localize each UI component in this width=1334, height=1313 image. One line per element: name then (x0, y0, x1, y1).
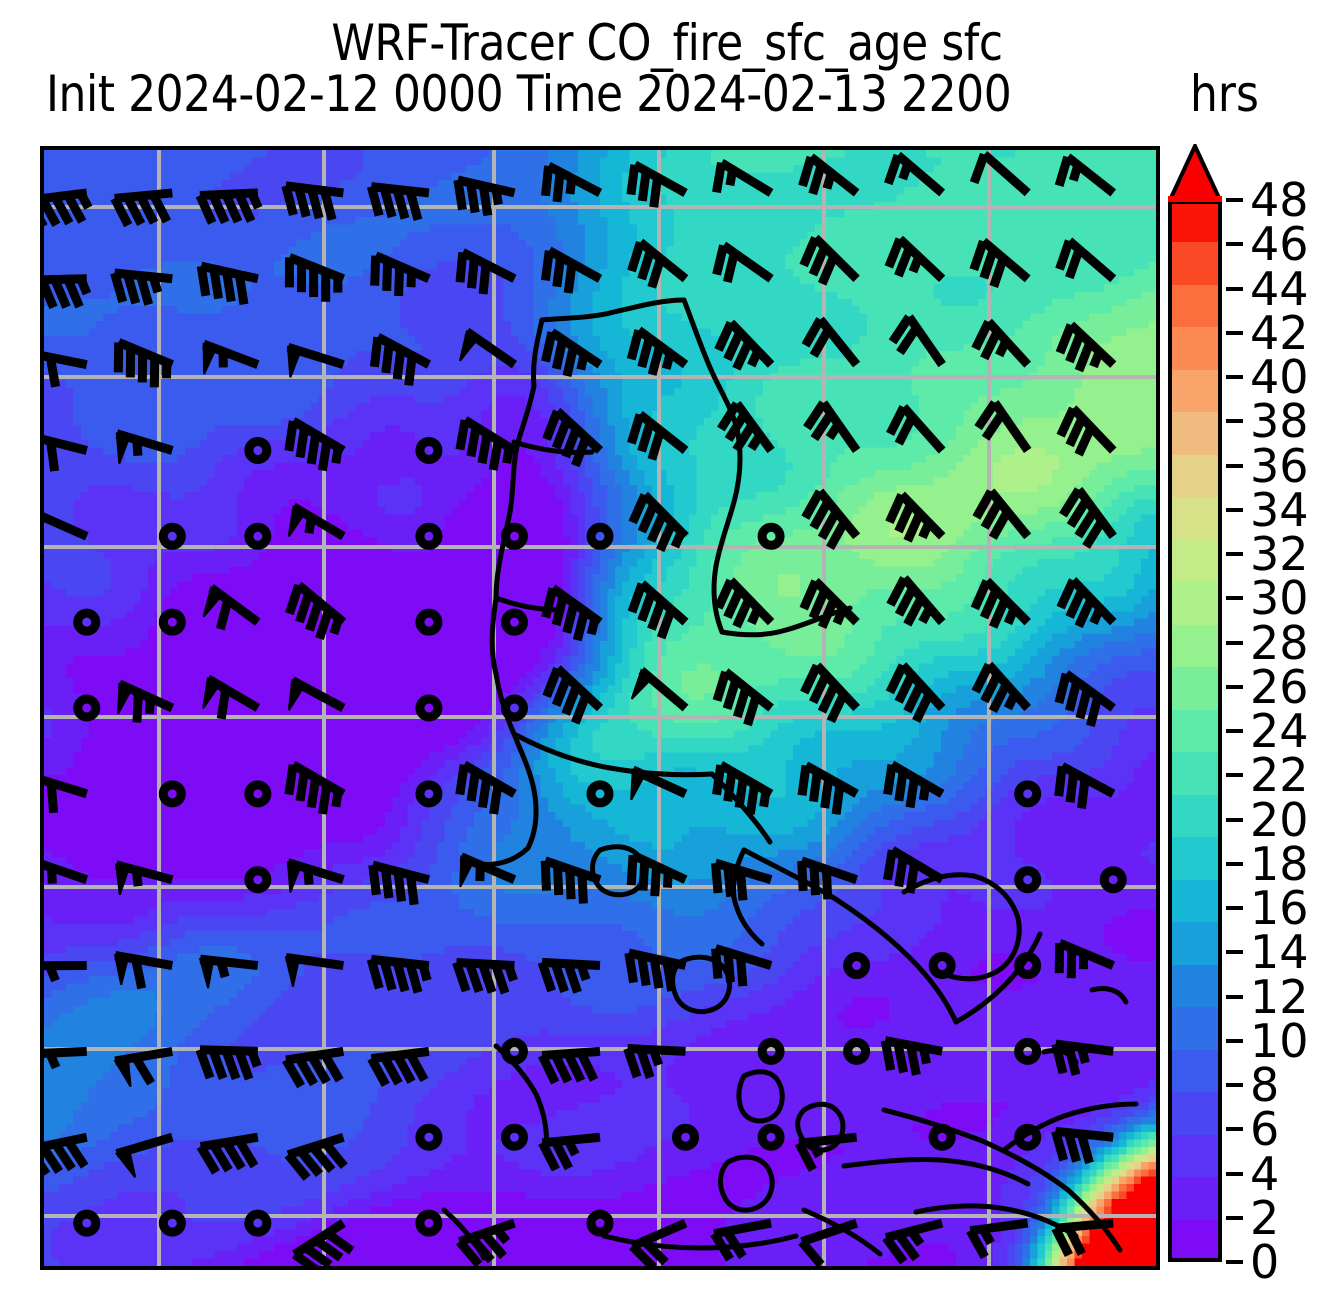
colorbar-band (1168, 368, 1222, 413)
colorbar-tick (1226, 463, 1243, 468)
map-plot-area[interactable] (40, 146, 1160, 1270)
colorbar-tick-label: 22 (1250, 748, 1309, 803)
colorbar-band (1168, 1048, 1222, 1093)
colorbar-band (1168, 708, 1222, 753)
colorbar-tick-label: 16 (1250, 881, 1309, 935)
colorbar-band (1168, 199, 1222, 243)
colorbar-band (1168, 496, 1222, 540)
colorbar-tick (1226, 994, 1243, 999)
colorbar-tick (1226, 906, 1243, 910)
colorbar-tick-label: 36 (1250, 438, 1309, 493)
map-contour-svg (44, 150, 1156, 1266)
colorbar-band (1168, 666, 1222, 710)
colorbar-tick-label: 0 (1250, 1235, 1280, 1289)
figure-title-block: WRF-Tracer CO_fire_sfc_age sfc Init 2024… (0, 18, 1334, 127)
colorbar-tick-label: 14 (1250, 925, 1309, 980)
colorbar-tick-label: 4 (1250, 1146, 1280, 1201)
colorbar-band (1168, 1176, 1222, 1220)
colorbar-band (1168, 1006, 1222, 1050)
colorbar-tick (1226, 861, 1243, 866)
colorbar-tick-label: 18 (1250, 836, 1309, 891)
colorbar-tick (1226, 1260, 1243, 1264)
figure-title-line2-wrap: Init 2024-02-12 0000 Time 2024-02-13 220… (0, 69, 1334, 127)
colorbar-unit-label: hrs (1190, 65, 1259, 123)
colorbar[interactable] (1168, 199, 1222, 1262)
colorbar-tick-label: 28 (1250, 615, 1309, 670)
colorbar-band (1168, 581, 1222, 625)
wind-barbs (44, 151, 1127, 1266)
colorbar-tick (1226, 419, 1243, 424)
colorbar-tick (1226, 507, 1243, 512)
colorbar-tick (1226, 684, 1243, 689)
colorbar-tick-label: 8 (1250, 1058, 1280, 1112)
colorbar-tick-label: 38 (1250, 394, 1309, 449)
colorbar-tick (1226, 1083, 1243, 1087)
colorbar-band (1168, 751, 1222, 795)
colorbar-band (1168, 836, 1222, 880)
colorbar-over-arrow (1168, 144, 1222, 202)
colorbar-band (1168, 1133, 1222, 1178)
colorbar-tick (1226, 330, 1243, 335)
colorbar-tick (1226, 375, 1243, 379)
figure-title-line2: Init 2024-02-12 0000 Time 2024-02-13 220… (46, 65, 1012, 123)
colorbar-tick-label: 30 (1250, 571, 1309, 626)
colorbar-tick-label: 44 (1250, 261, 1309, 316)
colorbar-tick (1226, 1215, 1243, 1220)
colorbar-tick-label: 48 (1250, 173, 1309, 227)
colorbar-band (1168, 283, 1222, 328)
colorbar-tick-label: 46 (1250, 217, 1309, 272)
colorbar-band (1168, 963, 1222, 1008)
colorbar-tick-label: 10 (1250, 1013, 1309, 1068)
colorbar-tick-label: 32 (1250, 527, 1309, 581)
colorbar-tick-label: 34 (1250, 482, 1309, 537)
colorbar-tick (1226, 1171, 1243, 1176)
colorbar-tick-label: 42 (1250, 305, 1309, 360)
colorbar-band (1168, 623, 1222, 668)
colorbar-tick (1226, 773, 1243, 778)
colorbar-tick (1226, 1038, 1243, 1043)
colorbar-tick-label: 20 (1250, 792, 1309, 847)
colorbar-band (1168, 453, 1222, 498)
colorbar-tick (1226, 198, 1243, 202)
colorbar-tick (1226, 596, 1243, 601)
colorbar-tick (1226, 1127, 1243, 1132)
colorbar-band (1168, 921, 1222, 965)
colorbar-tick (1226, 286, 1243, 291)
colorbar-band (1168, 793, 1222, 838)
map-plot-clip (44, 150, 1156, 1266)
colorbar-tick (1226, 242, 1243, 247)
colorbar-tick-label: 40 (1250, 350, 1309, 404)
colorbar-band (1168, 411, 1222, 455)
colorbar-tick-label: 2 (1250, 1190, 1280, 1245)
colorbar-tick-label: 24 (1250, 704, 1309, 758)
colorbar-band (1168, 1218, 1222, 1262)
colorbar-tick (1226, 817, 1243, 822)
colorbar-band (1168, 326, 1222, 370)
colorbar-tick (1226, 552, 1243, 556)
colorbar-tick-label: 26 (1250, 659, 1309, 714)
figure-title-line1: WRF-Tracer CO_fire_sfc_age sfc (331, 14, 1003, 72)
colorbar-tick (1226, 729, 1243, 733)
colorbar-tick-label: 6 (1250, 1102, 1280, 1157)
colorbar-band (1168, 878, 1222, 923)
colorbar-band (1168, 1091, 1222, 1135)
colorbar-band (1168, 538, 1222, 583)
colorbar-tick (1226, 640, 1243, 645)
colorbar-band (1168, 241, 1222, 285)
colorbar-tick (1226, 950, 1243, 955)
colorbar-tick-label: 12 (1250, 969, 1309, 1024)
